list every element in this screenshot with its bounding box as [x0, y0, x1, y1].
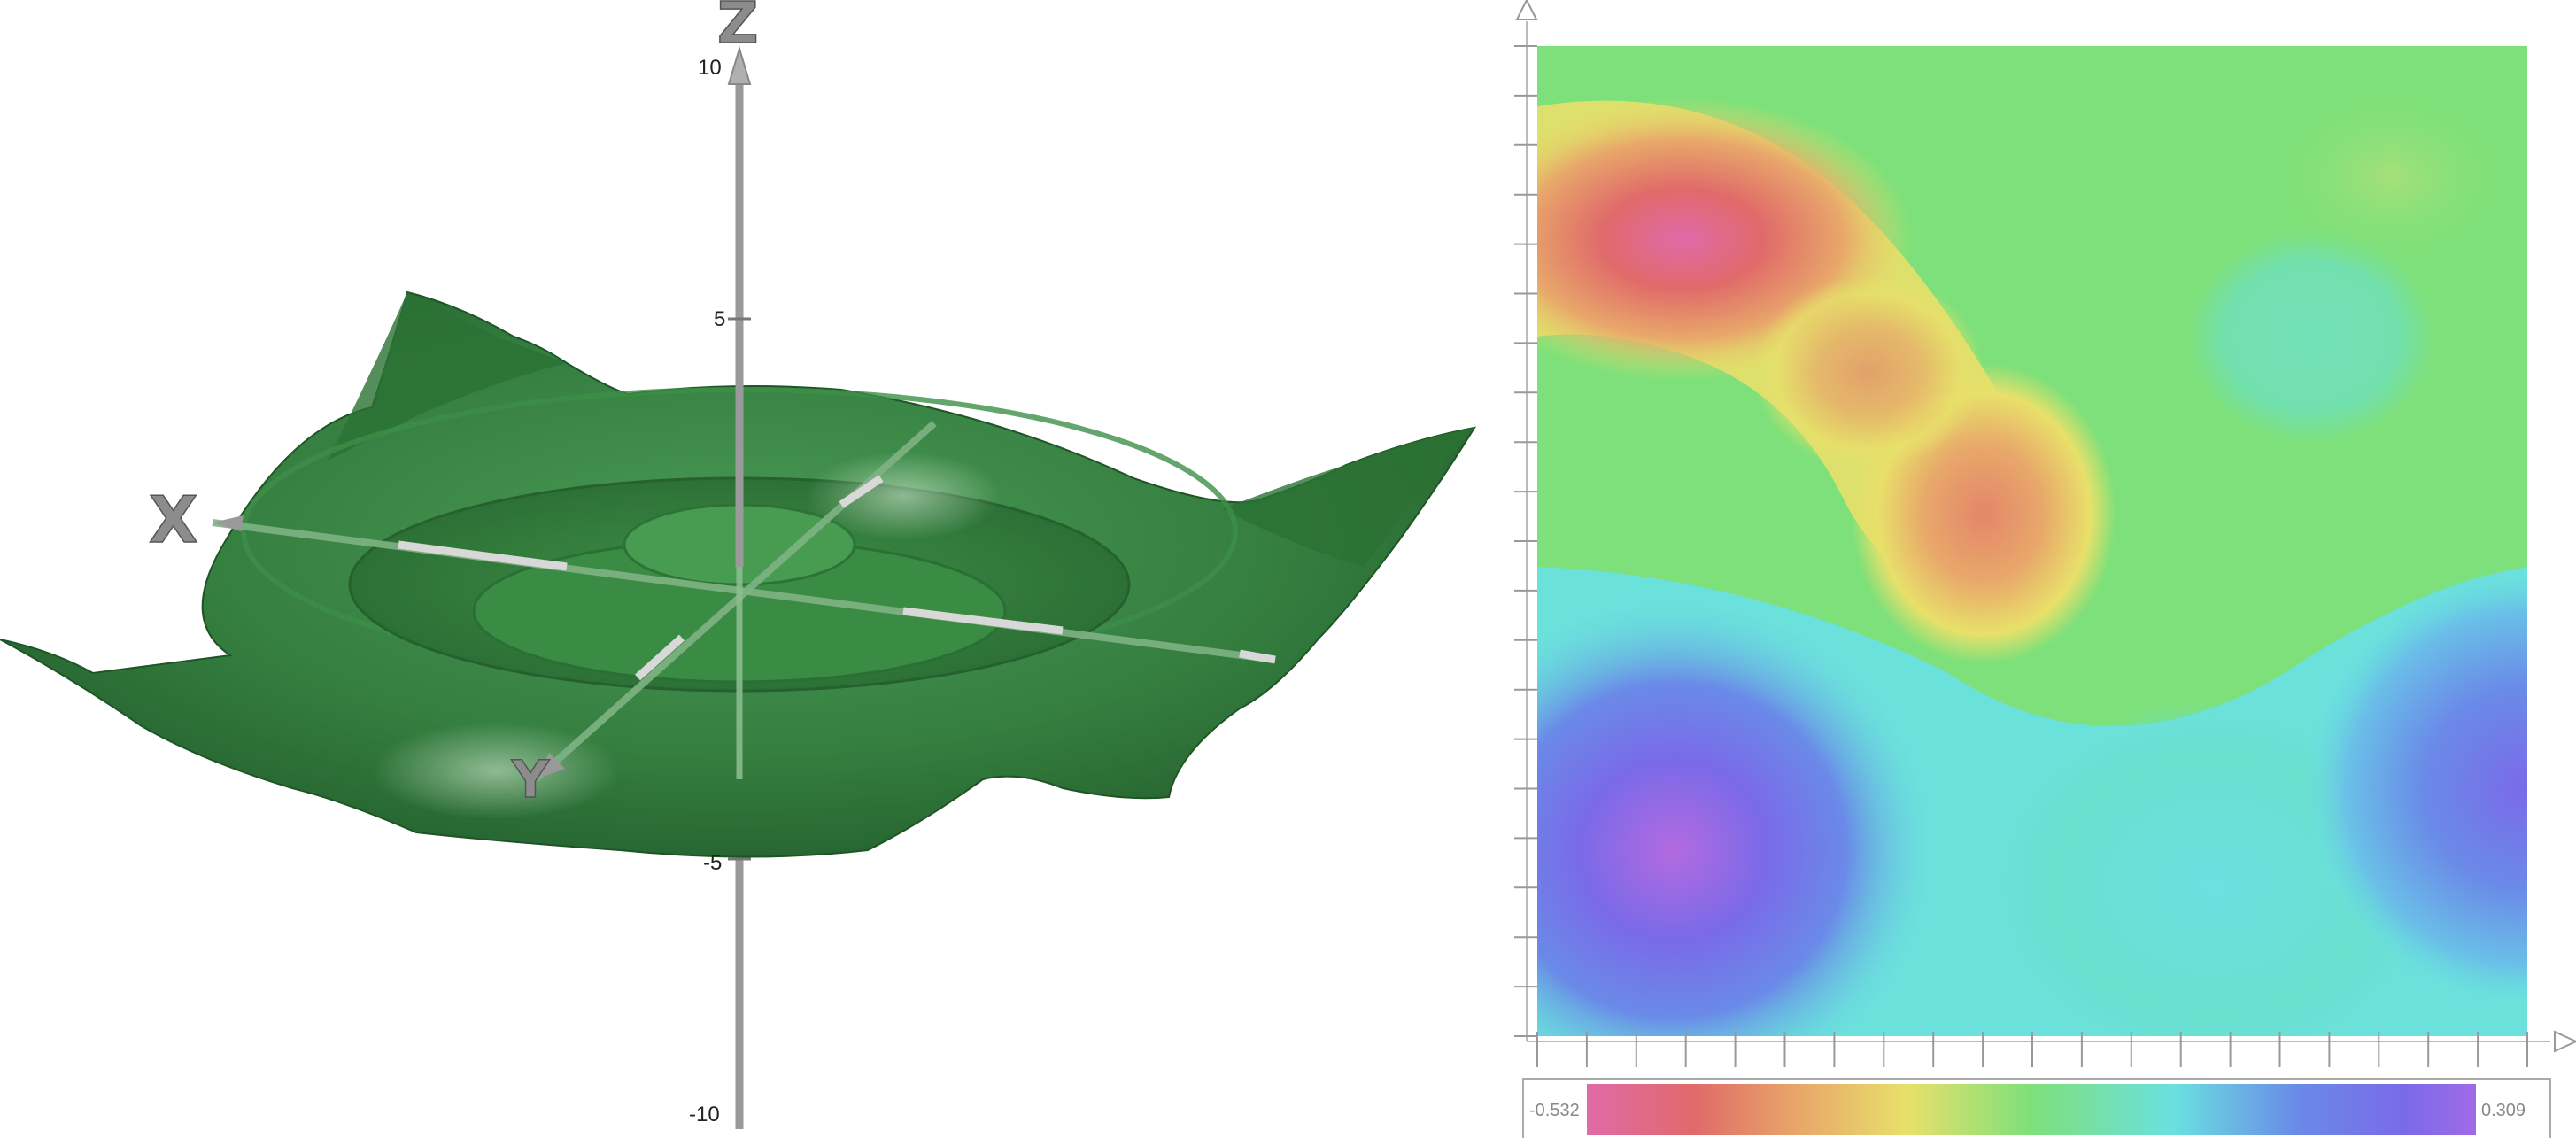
surface-spike-left: [328, 292, 567, 461]
x-axis-tick-1: [398, 540, 568, 571]
contour-canvas[interactable]: -0.532 0.309: [1488, 0, 2576, 1138]
contour-plot-panel[interactable]: -0.532 0.309: [1488, 0, 2576, 1138]
surface-3d-plot[interactable]: Z X Y 10 5 -5 -10: [0, 0, 1488, 1138]
y-axis-tick-2: [634, 634, 685, 681]
x-axis-label: X: [149, 483, 198, 557]
z-tick-label: 5: [714, 307, 725, 331]
z-tick-label: -5: [703, 851, 722, 875]
z-axis-label: Z: [717, 0, 758, 57]
contour-y-axis-arrow[interactable]: [1515, 0, 1538, 20]
colorbar-frame: [1522, 1078, 2551, 1138]
y-axis-arrow: [536, 753, 565, 779]
y-axis-tick-1: [839, 475, 884, 508]
contour-x-axis-arrow[interactable]: [2554, 1030, 2576, 1053]
x-axis-tick-2: [902, 607, 1064, 635]
contour-y-ticks: [1514, 45, 1537, 1037]
x-axis-tick-3: [1239, 649, 1276, 664]
colorbar-gradient: [1587, 1084, 2476, 1135]
contour-x-ticks: [1536, 1032, 2528, 1067]
z-tick-label: -10: [689, 1103, 720, 1126]
z-axis-arrow: [727, 45, 752, 85]
surface-highlight-back: [806, 452, 1001, 540]
surface-highlight-front: [372, 722, 620, 819]
contour-field: [1537, 46, 2527, 1036]
surface-spike-right: [1222, 428, 1474, 567]
surface-3d-canvas[interactable]: Z X Y 10 5 -5 -10: [0, 0, 1488, 1138]
y-axis-label: Y: [511, 749, 550, 809]
z-tick-label: 10: [698, 56, 722, 80]
colorbar-max-label: 0.309: [2481, 1101, 2526, 1120]
colorbar-min-label: -0.532: [1529, 1101, 1580, 1120]
x-axis-arrow: [213, 515, 244, 531]
colorbar: -0.532 0.309: [1522, 1078, 2551, 1138]
